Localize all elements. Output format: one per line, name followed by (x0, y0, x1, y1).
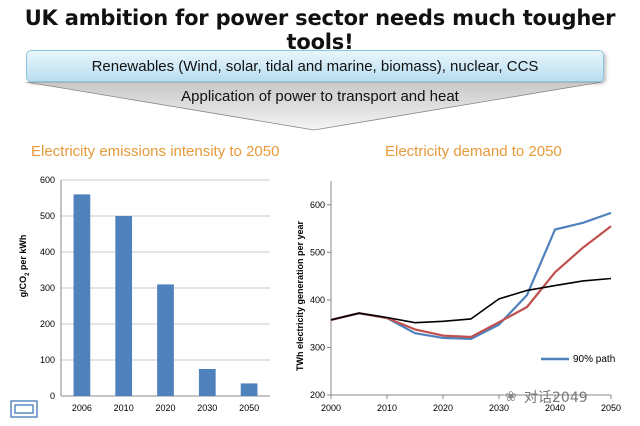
line-x-tick-label: 2040 (545, 403, 565, 413)
line-y-tick-label: 400 (310, 295, 325, 305)
emissions-chart-title: Electricity emissions intensity to 2050 (31, 143, 280, 160)
line-x-tick-label: 2000 (321, 403, 341, 413)
line-x-tick-label: 2050 (601, 403, 621, 413)
bar-y-tick-label: 100 (40, 355, 55, 365)
logo-icon (10, 400, 38, 418)
legend-label-90-path: 90% path (573, 354, 615, 365)
bar-y-tick-label: 600 (40, 175, 55, 185)
bar-x-tick-label: 2020 (155, 403, 175, 413)
chart-legend: 90% path (541, 354, 615, 365)
line-y-tick-label: 300 (310, 342, 325, 352)
line-series-black (330, 277, 612, 324)
technologies-banner: Renewables (Wind, solar, tidal and marin… (26, 50, 604, 82)
line-x-tick-label: 2030 (489, 403, 509, 413)
bar-y-axis-label: g/CO2 per kWh (18, 235, 31, 298)
bar-x-tick-label: 2030 (197, 403, 217, 413)
line-y-tick-label: 200 (310, 390, 325, 400)
bar-2050 (240, 383, 258, 396)
bar-2006 (73, 194, 91, 396)
downward-arrow-shape (25, 82, 603, 131)
bar-y-tick-label: 500 (40, 211, 55, 221)
bar-2030 (198, 369, 216, 396)
demand-line-chart: TWh electricity generation per year 200 3… (295, 181, 621, 413)
line-y-tick-label: 500 (310, 247, 325, 257)
bar-x-tick-label: 2006 (72, 403, 92, 413)
bar-x-tick-label: 2010 (114, 403, 134, 413)
arrow-label: Application of power to transport and he… (181, 88, 459, 105)
wechat-icon: ❀ (505, 388, 517, 404)
bar-y-tick-label: 400 (40, 247, 55, 257)
bar-2010 (115, 216, 133, 396)
line-x-tick-label: 2020 (433, 403, 453, 413)
bar-y-tick-label: 300 (40, 283, 55, 293)
bar-y-tick-label: 0 (50, 391, 55, 401)
line-series-red (330, 225, 612, 339)
emissions-bar-chart: g/CO2 per kWh 0 100 200 300 400 500 600 2006 201… (18, 175, 270, 413)
demand-chart-title: Electricity demand to 2050 (385, 143, 562, 160)
banner-text: Renewables (Wind, solar, tidal and marin… (91, 57, 539, 75)
bar-y-tick-label: 200 (40, 319, 55, 329)
line-series-90-path (330, 211, 612, 340)
slide-title: UK ambition for power sector needs much … (24, 6, 616, 54)
line-y-tick-label: 600 (310, 200, 325, 210)
watermark-text: 对话2049 (524, 390, 588, 406)
bar-x-tick-label: 2050 (239, 403, 259, 413)
line-x-tick-label: 2010 (377, 403, 397, 413)
line-y-axis-label: TWh electricity generation per year (295, 220, 305, 371)
bar-2020 (157, 284, 174, 396)
